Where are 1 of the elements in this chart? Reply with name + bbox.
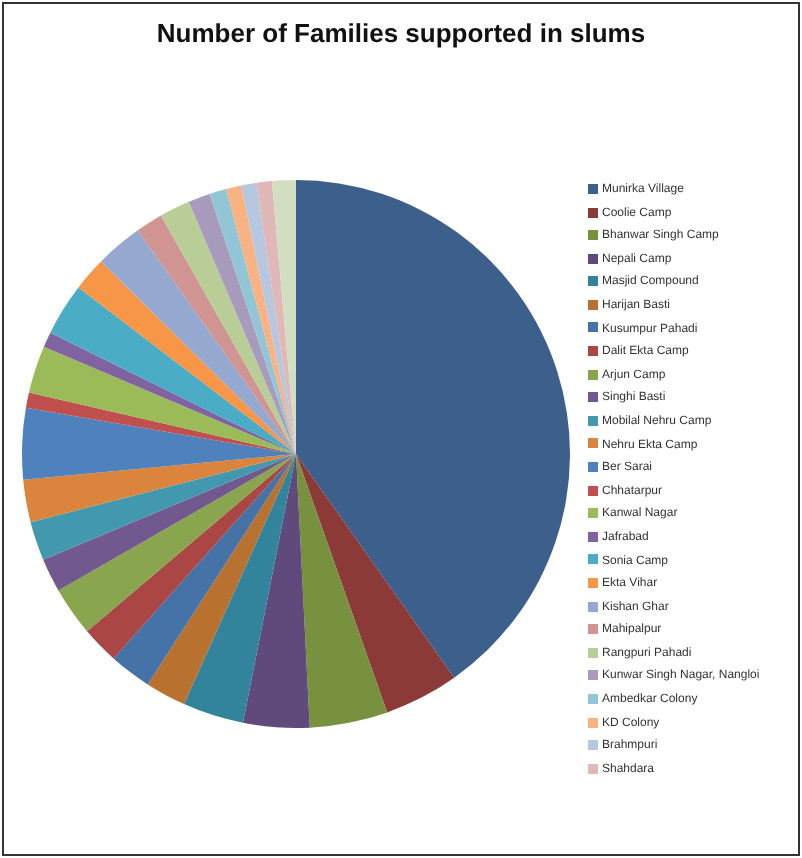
chart-title: Number of Families supported in slums bbox=[154, 18, 648, 48]
